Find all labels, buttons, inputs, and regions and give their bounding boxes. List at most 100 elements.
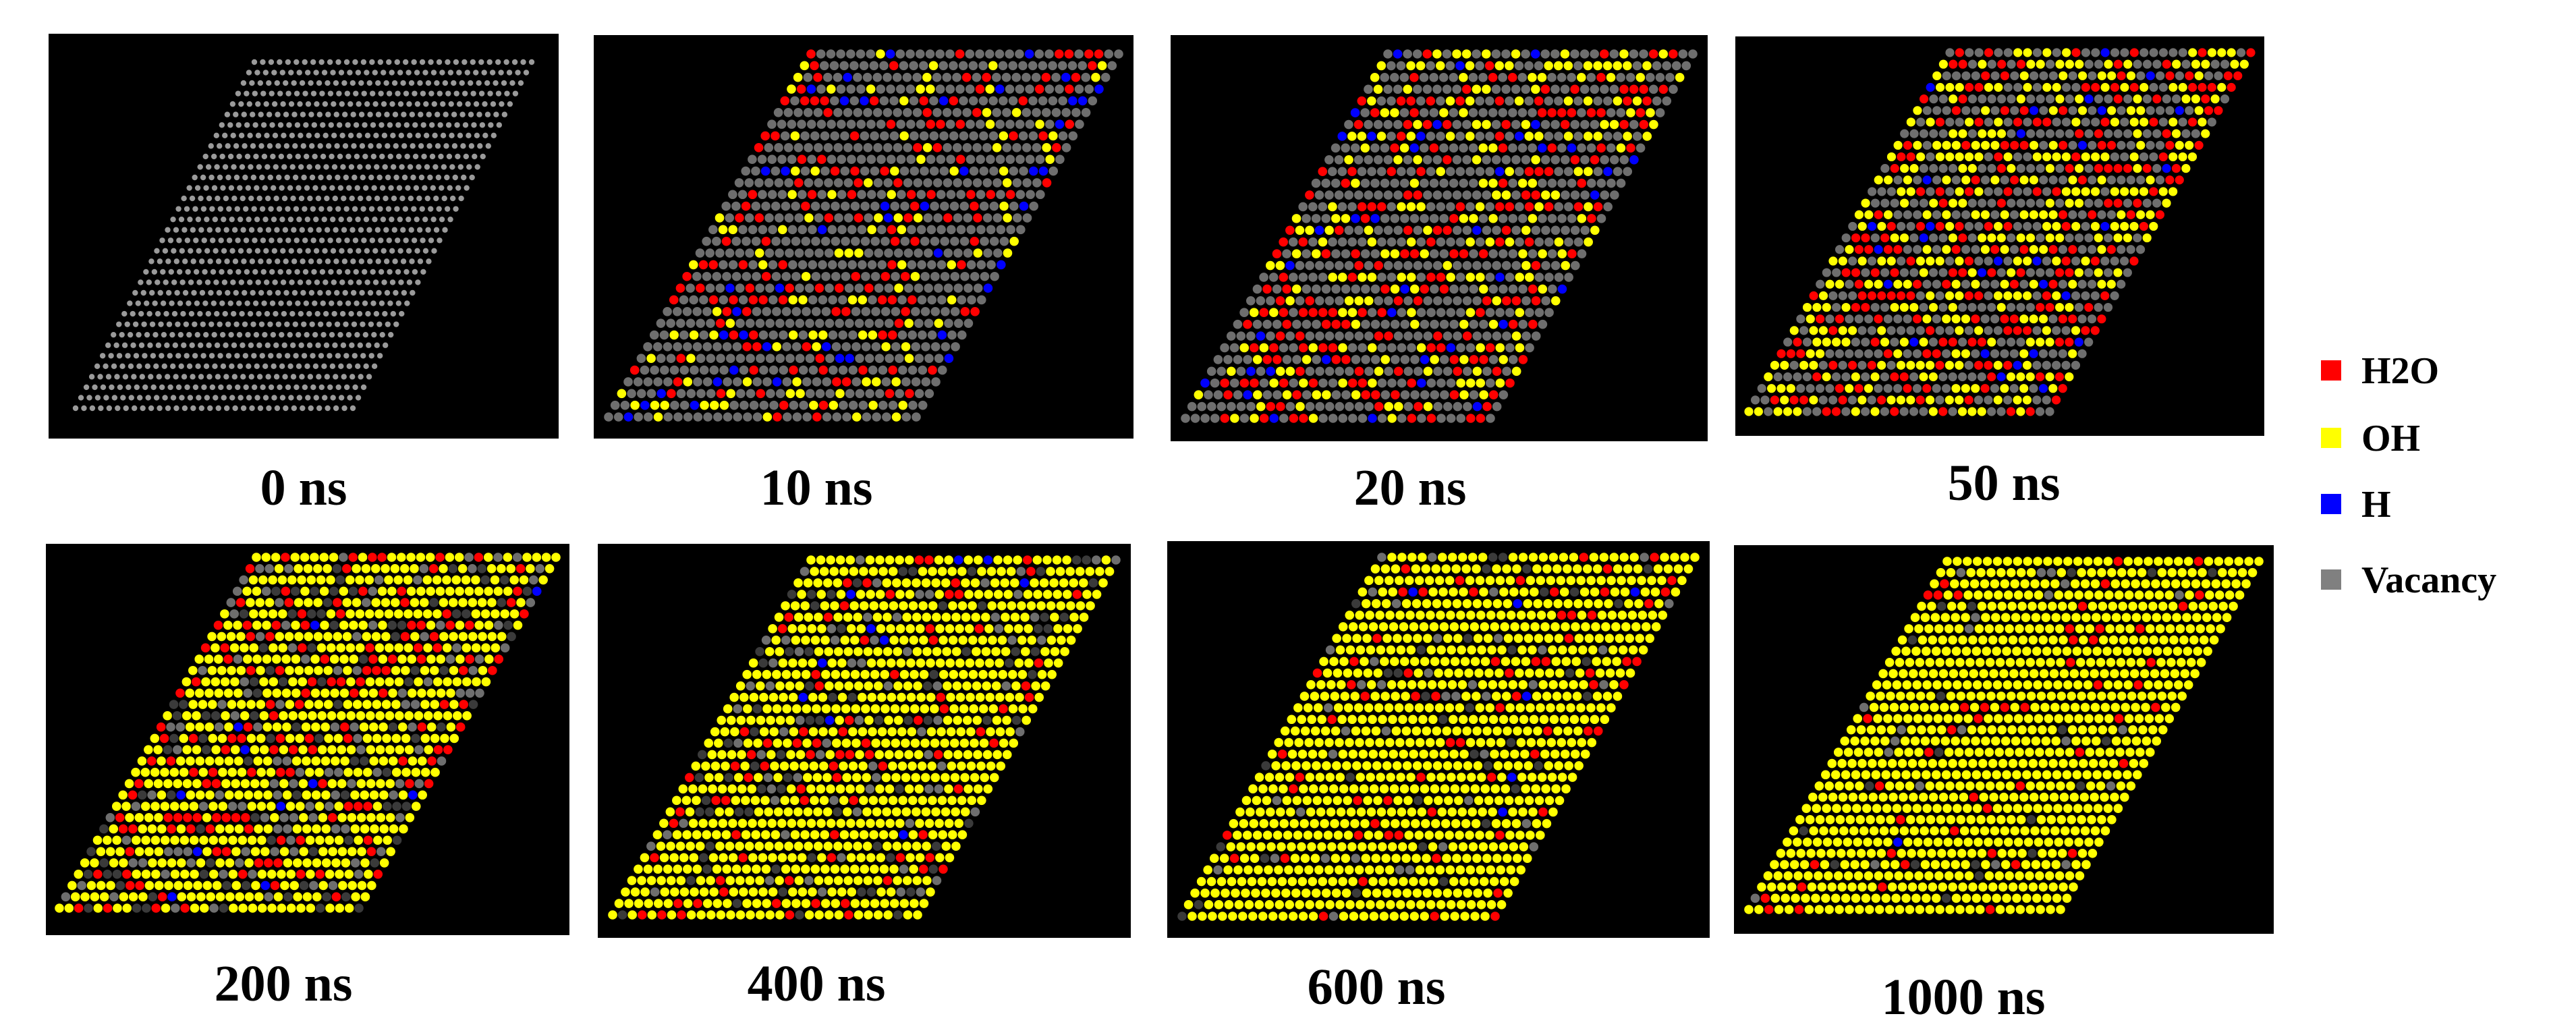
lattice-site: [2022, 82, 2033, 92]
lattice-site: [315, 195, 322, 202]
lattice-site: [1021, 213, 1033, 223]
lattice-site: [1905, 256, 1916, 267]
lattice-site: [1337, 237, 1348, 248]
lattice-site: [268, 642, 279, 653]
lattice-site: [420, 90, 426, 96]
lattice-site: [752, 341, 762, 352]
lattice-site: [797, 224, 808, 235]
lattice-site: [891, 412, 902, 422]
lattice-site: [1245, 401, 1256, 412]
lattice-site: [277, 269, 283, 275]
lattice-site: [1481, 260, 1492, 271]
lattice-site: [840, 236, 851, 247]
lattice-site: [2197, 82, 2208, 92]
lattice-site: [1563, 237, 1574, 248]
lattice-site: [1445, 237, 1456, 248]
lattice-site: [264, 597, 275, 608]
lattice-site: [2003, 290, 2013, 301]
lattice-site: [893, 283, 904, 293]
lattice-site: [320, 122, 326, 128]
lattice-site: [992, 177, 1003, 188]
lattice-site: [370, 631, 382, 642]
lattice-site: [1018, 130, 1029, 142]
lattice-site: [1886, 325, 1897, 336]
lattice-site: [1239, 378, 1250, 389]
lattice-site: [2122, 267, 2133, 278]
lattice-site: [2019, 175, 2029, 186]
lattice-site: [178, 699, 189, 710]
lattice-site: [2177, 152, 2188, 162]
lattice-site: [1484, 237, 1495, 248]
lattice-site: [696, 353, 706, 364]
lattice-site: [917, 364, 928, 376]
lattice-site: [1389, 283, 1401, 294]
lattice-site: [2171, 163, 2181, 174]
lattice-site: [814, 318, 825, 329]
lattice-site: [932, 248, 944, 258]
lattice-site: [275, 289, 281, 296]
lattice-site: [1295, 296, 1306, 306]
lattice-site: [259, 812, 271, 823]
lattice-site: [352, 384, 358, 391]
lattice-site: [1223, 389, 1233, 400]
lattice-site: [440, 132, 447, 139]
lattice-site: [175, 722, 186, 733]
lattice-site: [2094, 94, 2104, 105]
lattice-site: [800, 95, 810, 107]
lattice-site: [780, 130, 791, 142]
lattice-site: [2035, 128, 2046, 139]
lattice-site: [901, 72, 913, 83]
lattice-site: [1983, 186, 1994, 197]
lattice-site: [389, 69, 395, 76]
lattice-site: [721, 236, 732, 247]
lattice-site: [360, 59, 367, 65]
lattice-site: [974, 49, 985, 59]
lattice-site: [131, 374, 137, 380]
lattice-site: [1993, 152, 2004, 162]
lattice-site: [947, 329, 957, 341]
lattice-site: [123, 405, 129, 412]
lattice-site: [996, 259, 1007, 270]
lattice-site: [2013, 47, 2023, 58]
lattice-site: [249, 258, 256, 264]
lattice-site: [1291, 319, 1302, 330]
lattice-site: [2171, 128, 2181, 139]
lattice-site: [1057, 95, 1068, 107]
lattice-site: [2145, 175, 2156, 186]
lattice-site: [1853, 348, 1864, 359]
lattice-site: [465, 101, 471, 107]
lattice-site: [459, 80, 465, 86]
lattice-site: [2006, 59, 2017, 69]
lattice-site: [1990, 244, 2000, 255]
lattice-site: [261, 300, 267, 306]
lattice-site: [225, 597, 236, 608]
lattice-site: [2141, 128, 2152, 139]
lattice-site: [1876, 186, 1887, 197]
lattice-site: [269, 710, 279, 721]
lattice-site: [239, 164, 246, 170]
lattice-site: [468, 631, 478, 642]
lattice-site: [310, 756, 321, 766]
lattice-site: [1980, 348, 1990, 359]
lattice-site: [173, 258, 179, 264]
lattice-site: [300, 586, 310, 596]
lattice-site: [2123, 198, 2133, 208]
lattice-site: [1464, 60, 1476, 72]
lattice-site: [1801, 372, 1812, 382]
lattice-site: [1540, 260, 1551, 271]
lattice-site: [191, 744, 202, 755]
lattice-site: [1951, 209, 1961, 220]
lattice-site: [293, 206, 300, 212]
lattice-site: [897, 364, 908, 376]
lattice-site: [1481, 119, 1492, 130]
lattice-site: [198, 374, 204, 380]
lattice-site: [1405, 96, 1416, 107]
lattice-site: [348, 654, 359, 665]
lattice-site: [1432, 260, 1443, 271]
lattice-site: [812, 412, 822, 422]
lattice-site: [2109, 221, 2120, 231]
lattice-site: [177, 331, 184, 338]
lattice-site: [1986, 163, 1997, 174]
lattice-site: [1275, 401, 1286, 412]
lattice-site: [312, 563, 323, 574]
